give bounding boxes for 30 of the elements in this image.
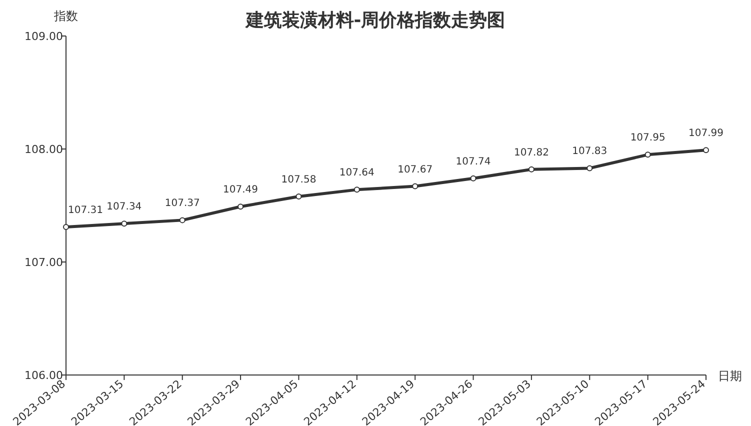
data-label: 107.31 [68,204,103,216]
point [586,165,593,172]
y-tick-label: 108.00 [24,143,63,156]
data-label: 107.37 [164,198,200,210]
data-label: 107.67 [398,164,433,176]
data-label: 107.64 [339,168,374,179]
y-tick-label: 109.00 [24,30,63,43]
point [121,220,128,227]
data-label: 107.82 [514,147,549,158]
y-tick-label: 107.00 [24,256,63,269]
data-label: 107.99 [688,128,724,140]
y-axis-title: 指数 [53,9,78,23]
data-label: 107.95 [630,132,666,144]
data-label: 107.58 [281,174,316,186]
point [703,147,709,154]
data-label: 107.83 [572,146,608,158]
point [179,217,186,224]
data-label: 107.74 [456,156,491,168]
x-axis-title: 日期 [718,369,742,383]
point [354,186,360,193]
point [470,175,476,182]
point [644,152,651,158]
point [412,183,418,190]
point [528,166,534,172]
data-label: 107.49 [223,184,258,196]
point [296,193,302,200]
point [63,224,69,230]
chart-title: 建筑装潢材料-周价格指数走势图 [244,10,506,31]
data-label: 107.34 [106,202,142,213]
point [238,204,244,210]
